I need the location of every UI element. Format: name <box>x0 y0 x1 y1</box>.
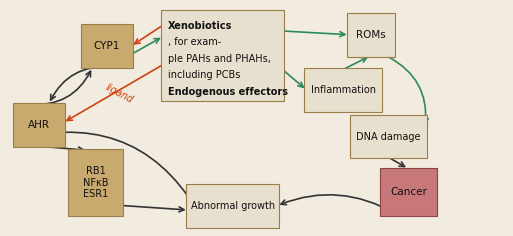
Text: RB1
NFκB
ESR1: RB1 NFκB ESR1 <box>83 166 108 199</box>
Text: including PCBs: including PCBs <box>168 71 240 80</box>
Text: Inflammation: Inflammation <box>311 85 376 95</box>
Text: ple PAHs and PHAHs,: ple PAHs and PHAHs, <box>168 54 270 64</box>
Text: , for exam-: , for exam- <box>168 37 221 47</box>
FancyBboxPatch shape <box>68 149 123 216</box>
FancyBboxPatch shape <box>161 10 284 101</box>
FancyBboxPatch shape <box>349 114 427 159</box>
FancyBboxPatch shape <box>81 24 133 68</box>
Text: ligand: ligand <box>103 82 134 105</box>
Text: CYP1: CYP1 <box>94 41 120 51</box>
FancyBboxPatch shape <box>347 13 395 57</box>
Text: Abnormal growth: Abnormal growth <box>190 201 274 211</box>
Text: DNA damage: DNA damage <box>356 131 421 142</box>
Text: ROMs: ROMs <box>356 30 386 40</box>
Text: AHR: AHR <box>28 120 50 130</box>
Text: Xenobiotics: Xenobiotics <box>168 21 232 31</box>
Text: Endogenous effectors: Endogenous effectors <box>168 87 287 97</box>
FancyBboxPatch shape <box>380 168 438 216</box>
FancyBboxPatch shape <box>13 103 66 147</box>
Text: Cancer: Cancer <box>390 187 427 197</box>
FancyBboxPatch shape <box>186 184 279 228</box>
FancyBboxPatch shape <box>304 68 382 112</box>
